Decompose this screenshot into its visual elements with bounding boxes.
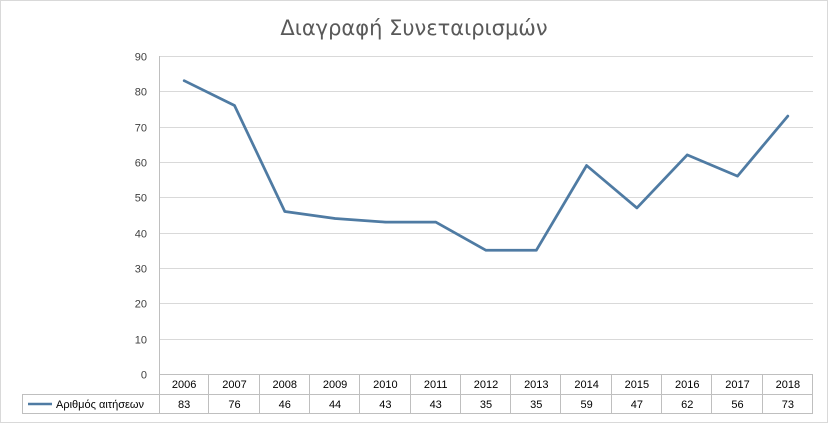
y-tick-label: 50 bbox=[135, 193, 147, 205]
data-point bbox=[686, 153, 689, 157]
x-tick-label: 2007 bbox=[222, 379, 246, 391]
x-tick-label: 2014 bbox=[574, 379, 598, 391]
data-point bbox=[535, 249, 538, 252]
x-tick-label: 2009 bbox=[323, 379, 347, 391]
y-tick-label: 70 bbox=[135, 123, 147, 135]
data-table-value: 47 bbox=[631, 399, 643, 411]
data-point bbox=[484, 249, 488, 252]
y-tick-label: 90 bbox=[135, 52, 147, 64]
data-point bbox=[283, 210, 286, 213]
data-table-value: 35 bbox=[480, 399, 492, 411]
data-point bbox=[585, 164, 588, 167]
y-tick-label: 80 bbox=[135, 87, 147, 99]
data-table-value: 44 bbox=[329, 399, 341, 411]
y-tick-label: 30 bbox=[135, 264, 147, 276]
data-point bbox=[635, 206, 639, 210]
data-table-value: 43 bbox=[430, 399, 442, 411]
x-tick-label: 2013 bbox=[524, 379, 548, 391]
legend-label: Αριθμός αιτήσεων bbox=[56, 399, 145, 411]
x-tick-label: 2018 bbox=[776, 379, 800, 391]
x-tick-label: 2015 bbox=[625, 379, 649, 391]
data-point bbox=[736, 174, 739, 178]
data-point bbox=[384, 220, 387, 224]
data-point bbox=[786, 114, 790, 118]
data-table-value: 83 bbox=[178, 399, 190, 411]
data-point bbox=[333, 217, 337, 220]
x-tick-label: 2008 bbox=[273, 379, 297, 391]
y-tick-label: 20 bbox=[135, 299, 147, 311]
data-table-value: 46 bbox=[279, 399, 291, 411]
data-table-value: 59 bbox=[580, 399, 592, 411]
data-table-value: 56 bbox=[731, 399, 743, 411]
y-tick-label: 10 bbox=[135, 335, 147, 347]
data-point bbox=[434, 220, 437, 224]
data-table-value: 43 bbox=[379, 399, 391, 411]
series-line bbox=[182, 79, 790, 252]
chart-title: Διαγραφή Συνεταιρισμών bbox=[280, 16, 548, 40]
y-tick-label: 60 bbox=[135, 158, 147, 170]
x-tick-label: 2017 bbox=[725, 379, 749, 391]
data-table-value: 76 bbox=[228, 399, 240, 411]
data-table-value: 73 bbox=[782, 399, 794, 411]
data-point bbox=[233, 104, 236, 107]
x-tick-label: 2012 bbox=[474, 379, 498, 391]
data-point bbox=[182, 79, 186, 82]
x-tick-label: 2011 bbox=[424, 379, 448, 391]
data-table-value: 35 bbox=[530, 399, 542, 411]
y-tick-label: 0 bbox=[141, 370, 147, 382]
x-tick-label: 2006 bbox=[172, 379, 196, 391]
y-tick-label: 40 bbox=[135, 229, 147, 241]
data-table-value: 62 bbox=[681, 399, 693, 411]
x-tick-label: 2016 bbox=[675, 379, 699, 391]
x-tick-label: 2010 bbox=[373, 379, 397, 391]
